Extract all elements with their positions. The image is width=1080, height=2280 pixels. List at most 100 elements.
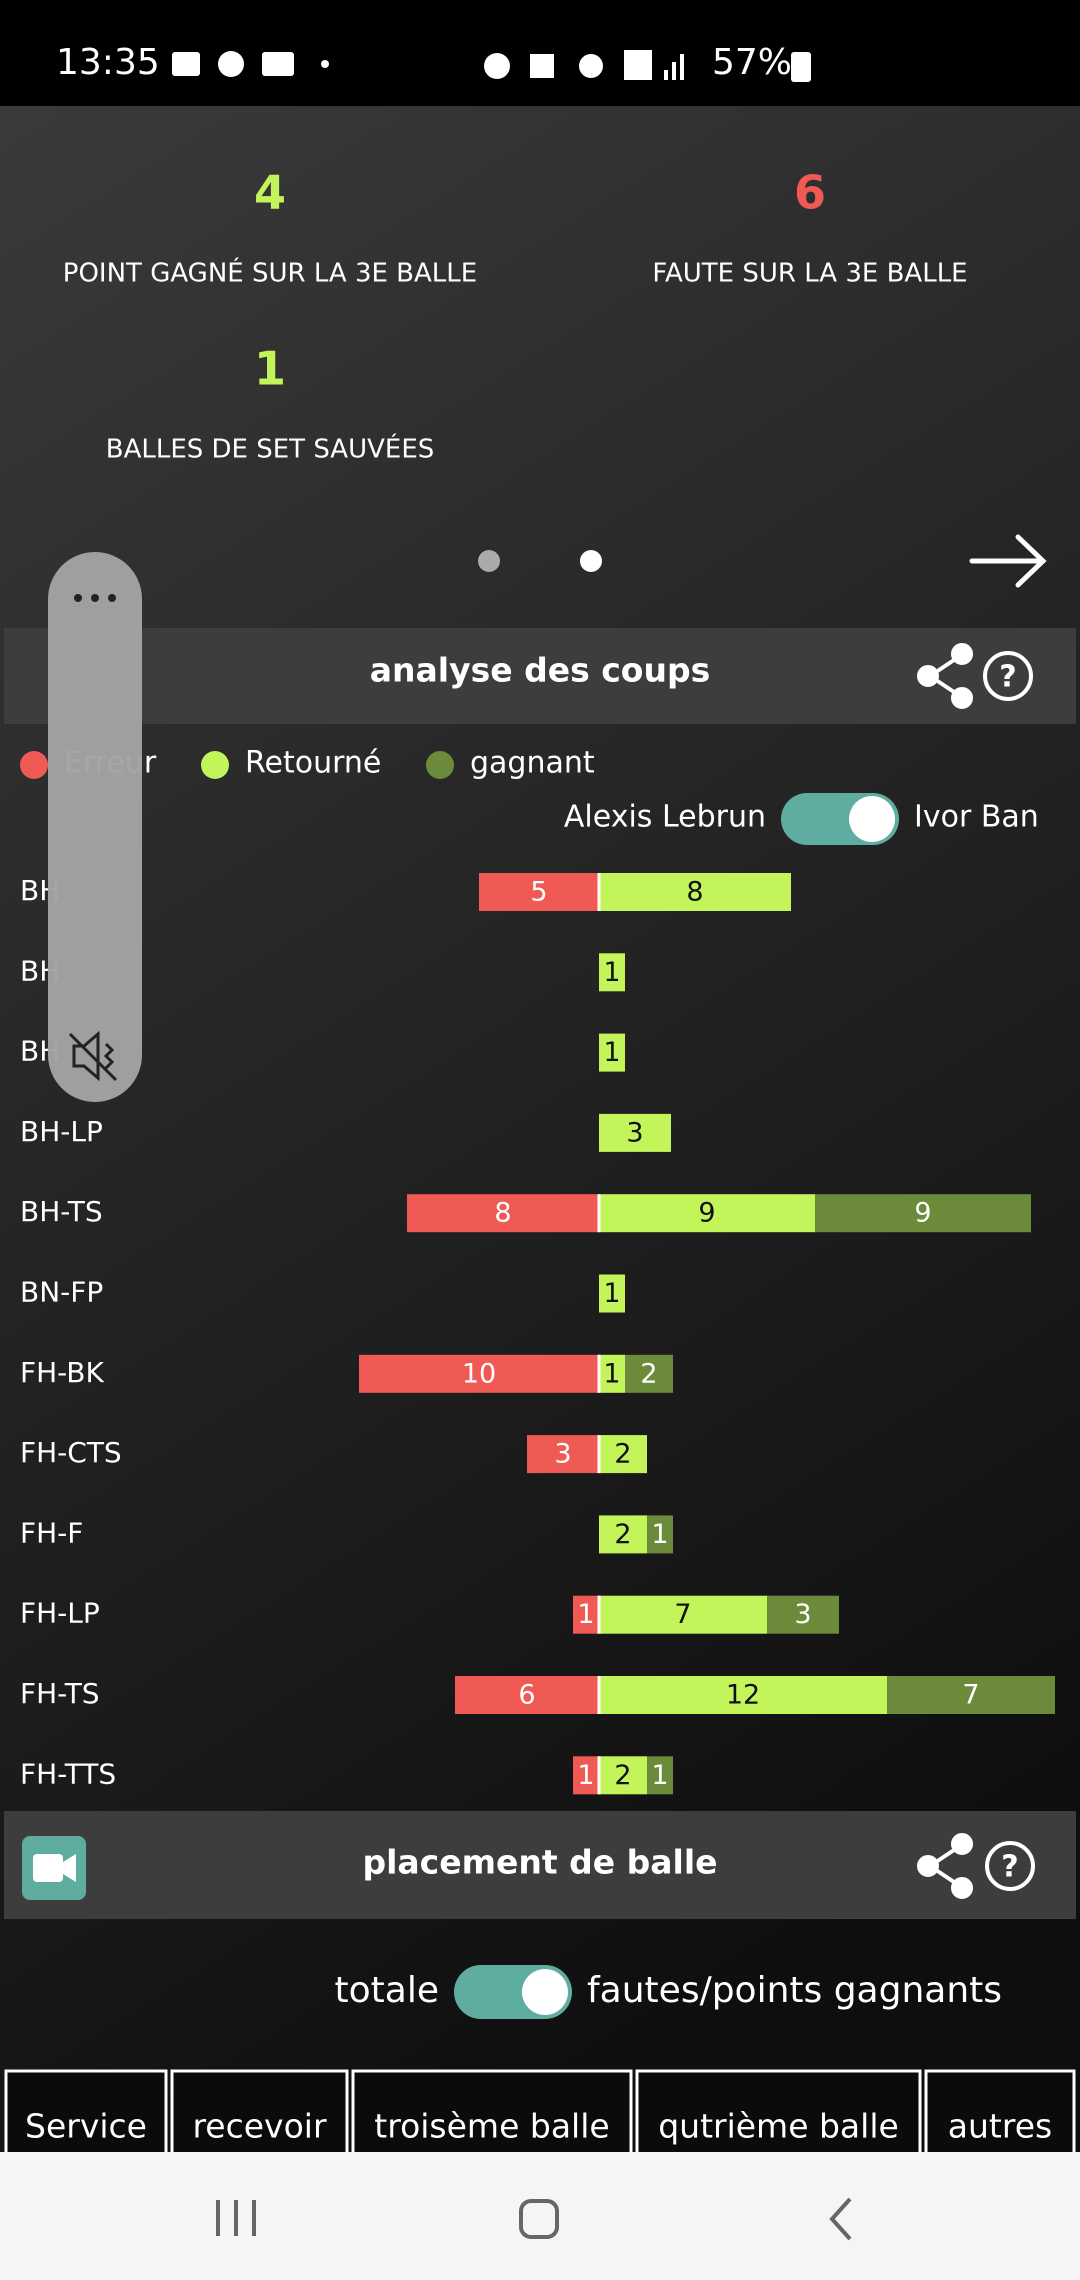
panel-menu[interactable]	[74, 594, 116, 602]
toggle-label: totale	[335, 1970, 439, 2011]
shot-chart: ErreurRetournégagnantBH58BH1BH1BH-LP3BH-…	[20, 746, 1055, 1795]
bar-segment	[599, 1194, 815, 1233]
stat-label: BALLES DE SET SAUVÉES	[106, 433, 435, 465]
bar-label: 8	[686, 877, 703, 908]
tab-label: autres	[948, 2107, 1052, 2146]
bar-label: 8	[494, 1198, 511, 1229]
legend-label: Retourné	[245, 746, 381, 781]
bar-segment	[407, 1194, 599, 1233]
bar-label: 7	[962, 1680, 979, 1711]
tab-label: recevoir	[192, 2107, 326, 2146]
bar-segment	[573, 1595, 599, 1634]
bar-label: 2	[614, 1439, 631, 1470]
bar-segment	[359, 1354, 599, 1393]
page-dot-active[interactable]	[580, 550, 602, 572]
nav-back[interactable]	[829, 2197, 852, 2241]
bar-label: 1	[603, 1037, 620, 1068]
row-label: FH-LP	[20, 1597, 100, 1630]
status-bar	[0, 0, 1080, 106]
bar-segment	[599, 1435, 647, 1474]
bar-label: 1	[651, 1760, 668, 1791]
bar-label: 2	[614, 1760, 631, 1791]
bar-segment	[573, 1756, 599, 1795]
nav-home[interactable]	[519, 2199, 559, 2239]
bar-label: 12	[726, 1680, 760, 1711]
bar-segment	[599, 1033, 625, 1072]
legend-swatch	[20, 751, 48, 779]
row-label: FH-F	[20, 1516, 83, 1549]
bar-segment	[767, 1595, 839, 1634]
tab-label: qutrième balle	[658, 2107, 899, 2146]
bar-segment	[599, 1756, 647, 1795]
stat-label: FAUTE SUR LA 3E BALLE	[652, 259, 967, 289]
player-name: Ivor Ban	[914, 800, 1039, 835]
help-icon[interactable]: ?	[983, 651, 1033, 701]
share-icon[interactable]	[917, 1833, 973, 1899]
help-icon[interactable]: ?	[985, 1841, 1035, 1891]
video-icon[interactable]	[22, 1836, 86, 1900]
legend-label: gagnant	[470, 746, 595, 781]
bar-label: 10	[462, 1358, 496, 1389]
bar-segment	[599, 953, 625, 992]
bar-segment	[599, 1274, 625, 1313]
toggle-knob	[849, 796, 895, 842]
next-arrow[interactable]	[969, 534, 1047, 588]
section-header	[4, 1811, 1076, 1919]
tab-label: Service	[25, 2107, 147, 2146]
row-label: BH-LP	[20, 1115, 103, 1148]
status-battery: 57%	[712, 42, 792, 83]
bar-segment	[815, 1194, 1031, 1233]
bar-segment	[599, 873, 791, 911]
svg-text:?: ?	[999, 660, 1016, 695]
bar-label: 3	[794, 1599, 811, 1630]
bar-segment	[599, 1354, 625, 1393]
row-label: FH-CTS	[20, 1436, 122, 1469]
toggle-knob	[522, 1969, 568, 2015]
bar-segment	[599, 1113, 671, 1152]
stat-value: 4	[254, 166, 286, 220]
bar-segment	[599, 1595, 767, 1634]
stat-value: 1	[254, 342, 286, 396]
player-name: Alexis Lebrun	[564, 800, 766, 835]
status-icons	[172, 50, 811, 82]
bar-segment	[527, 1435, 599, 1474]
nav-bar	[0, 2152, 1080, 2280]
section-title: analyse des coups	[370, 651, 711, 690]
row-label: BN-FP	[20, 1276, 103, 1309]
bar-segment	[647, 1756, 673, 1795]
mute-icon[interactable]	[68, 1030, 118, 1082]
share-icon[interactable]	[917, 643, 973, 709]
stat-label: POINT GAGNÉ SUR LA 3E BALLE	[63, 257, 477, 289]
tab-label: troisème balle	[374, 2107, 609, 2146]
row-label: FH-TTS	[20, 1757, 116, 1790]
section-header	[4, 628, 1076, 724]
bar-label: 1	[603, 1358, 620, 1389]
bar-segment	[599, 1515, 647, 1554]
svg-text:?: ?	[1001, 1850, 1018, 1885]
section-title: placement de balle	[362, 1843, 717, 1882]
bar-label: 5	[530, 877, 547, 908]
bar-label: 2	[614, 1519, 631, 1550]
bar-label: 9	[914, 1198, 931, 1229]
bar-label: 2	[640, 1358, 657, 1389]
bar-segment	[625, 1354, 673, 1393]
bar-segment	[479, 873, 599, 911]
bar-label: 1	[577, 1760, 594, 1791]
nav-recent[interactable]	[216, 2200, 256, 2236]
bar-label: 3	[626, 1117, 643, 1148]
legend-swatch	[201, 751, 229, 779]
row-label: FH-BK	[20, 1356, 104, 1389]
bar-label: 1	[603, 957, 620, 988]
bar-label: 6	[518, 1680, 535, 1711]
bar-segment	[887, 1676, 1055, 1714]
bar-segment	[599, 1676, 887, 1714]
row-label: BH-TS	[20, 1195, 103, 1228]
bar-label: 3	[554, 1439, 571, 1470]
floating-panel[interactable]	[48, 552, 142, 1102]
bar-label: 9	[698, 1198, 715, 1229]
page-dot[interactable]	[478, 550, 500, 572]
bar-label: 1	[603, 1278, 620, 1309]
